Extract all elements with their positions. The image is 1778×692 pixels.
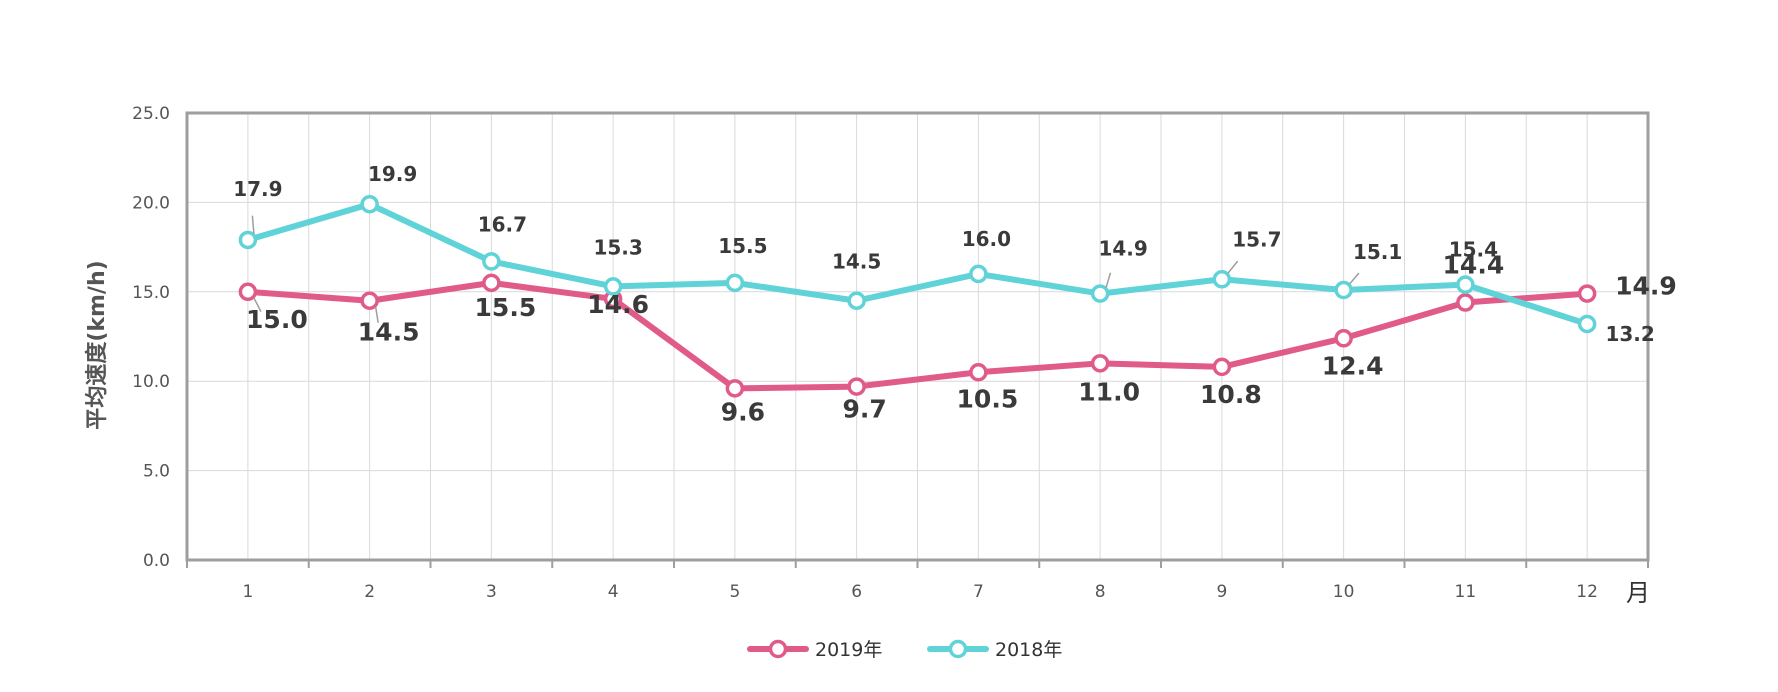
y-axis-title: 平均速度(km/h)	[84, 260, 110, 429]
data-point-series-1	[969, 264, 988, 284]
data-point-series-0	[482, 273, 501, 293]
label-leader-line	[1105, 272, 1112, 288]
y-tick-label: 5.0	[143, 462, 170, 482]
x-tick-label: 5	[729, 582, 740, 602]
data-label-series-1: 14.5	[832, 250, 881, 274]
x-tick-label: 11	[1455, 582, 1477, 602]
x-tick-label: 1	[242, 582, 253, 602]
data-label-series-0: 10.5	[957, 384, 1019, 413]
y-tick-label: 20.0	[132, 193, 170, 213]
label-leader-line	[374, 306, 379, 323]
data-point-series-1	[1090, 284, 1110, 303]
y-tick-label: 25.0	[132, 104, 170, 124]
data-point-series-0	[1577, 284, 1597, 303]
label-leader-line	[251, 215, 255, 235]
data-point-series-0	[1212, 357, 1232, 377]
label-leader-line	[253, 297, 262, 312]
data-point-series-1	[1577, 314, 1597, 334]
data-label-series-0: 12.4	[1322, 351, 1384, 380]
data-label-series-0: 9.7	[842, 395, 886, 424]
label-leader-line	[1227, 260, 1239, 274]
data-point-series-1	[1456, 275, 1475, 294]
data-point-series-1	[725, 273, 745, 293]
y-tick-label: 0.0	[143, 551, 170, 571]
x-tick-label: 2	[364, 582, 375, 602]
legend-label-2018: 2018年	[995, 639, 1062, 661]
x-tick-label: 4	[608, 582, 619, 602]
data-labels: 17.9 19.9 16.7 15.3 15.5 14.5 16.0 14.9 15.7 15.1…	[233, 162, 1677, 426]
data-point-series-1	[847, 291, 866, 310]
series	[238, 194, 1597, 398]
data-label-series-0: 14.5	[358, 318, 420, 347]
data-label-series-1: 15.7	[1232, 227, 1281, 251]
legend-marker-dot-2019	[768, 639, 788, 659]
grid-lines	[185, 111, 1650, 568]
data-point-series-1	[482, 252, 501, 271]
data-label-series-1: 13.2	[1605, 322, 1654, 346]
data-point-series-1	[1212, 270, 1232, 289]
data-point-series-0	[360, 291, 379, 310]
y-tick-label: 10.0	[132, 372, 170, 392]
data-point-series-0	[969, 363, 988, 382]
data-label-series-1: 15.3	[593, 235, 642, 259]
data-label-series-0: 15.5	[475, 293, 537, 322]
data-label-series-1: 14.9	[1098, 237, 1147, 261]
data-point-series-0	[238, 282, 258, 302]
data-label-series-0: 14.4	[1443, 251, 1505, 280]
axes: 平均速度(km/h) 月 0.05.010.015.020.025.01 2 3 4 5…	[84, 104, 1650, 607]
data-point-series-1	[603, 277, 623, 296]
x-tick-label: 9	[1216, 582, 1227, 602]
data-label-series-1: 15.4	[1449, 238, 1498, 262]
data-label-series-1: 19.9	[368, 162, 417, 186]
x-tick-label: 3	[486, 582, 497, 602]
data-label-series-1: 16.0	[962, 227, 1011, 251]
x-tick-label: 7	[973, 582, 984, 602]
x-axis-unit-label: 月	[1626, 579, 1650, 607]
data-label-series-1: 15.5	[718, 234, 767, 258]
data-label-series-0: 15.0	[246, 305, 308, 334]
data-point-series-0	[725, 379, 745, 398]
data-point-series-0	[847, 377, 866, 396]
data-label-series-0: 14.9	[1615, 272, 1677, 301]
x-tick-label: 10	[1333, 582, 1355, 602]
data-label-series-1: 16.7	[478, 212, 527, 236]
data-point-series-0	[1334, 329, 1353, 348]
x-tick-label: 12	[1576, 582, 1598, 602]
legend: 2019年 2018年	[747, 639, 1062, 661]
legend-marker-dot-2018	[948, 639, 968, 659]
data-point-series-0	[1090, 354, 1110, 373]
series-line-1	[244, 201, 1591, 327]
label-leader-line	[1349, 272, 1360, 285]
series-line-0	[244, 279, 1591, 392]
y-tick-label: 15.0	[132, 283, 170, 303]
data-point-series-0	[1456, 293, 1475, 312]
data-label-series-1: 17.9	[233, 177, 282, 201]
data-point-series-1	[360, 194, 379, 214]
data-label-series-0: 9.6	[721, 397, 765, 426]
data-point-series-1	[238, 230, 258, 250]
x-tick-label: 8	[1095, 582, 1106, 602]
data-label-series-0: 11.0	[1078, 377, 1140, 406]
data-label-series-0: 10.8	[1200, 380, 1262, 409]
x-tick-label: 6	[851, 582, 862, 602]
data-point-series-1	[1334, 280, 1353, 300]
data-label-series-0: 14.6	[587, 290, 649, 319]
legend-label-2019: 2019年	[815, 639, 882, 661]
data-label-series-1: 15.1	[1353, 240, 1402, 264]
